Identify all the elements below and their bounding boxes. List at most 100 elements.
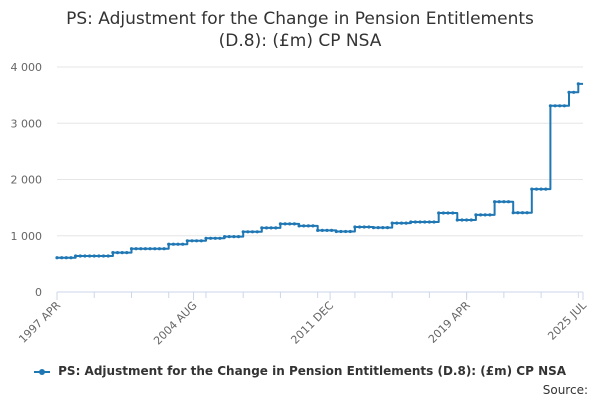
data-point [576,82,580,86]
data-point [320,228,324,232]
data-point [502,200,506,204]
data-point [227,235,231,239]
data-point [455,218,459,222]
gridlines [57,66,583,237]
series-line [57,82,583,259]
data-point [474,213,478,217]
data-point [446,211,450,215]
data-point [264,226,269,230]
data-point [283,222,287,226]
data-point [83,254,87,258]
data-point [176,242,180,246]
data-point [199,239,203,243]
data-point [488,213,492,217]
data-point [111,251,115,255]
x-tick-label: 2025 JUL [545,298,589,342]
data-point [493,200,497,204]
chart-title: PS: Adjustment for the Change in Pension… [0,8,600,52]
data-point [409,220,413,224]
data-point [376,226,380,230]
data-point [344,229,348,234]
data-point [330,228,334,232]
data-point [120,251,124,255]
data-point [101,254,106,258]
source-label: Source: [542,383,588,397]
data-point [530,187,534,191]
data-point [78,254,82,258]
data-point [558,104,562,108]
data-point [269,226,273,230]
data-point [209,236,213,240]
y-tick-label: 0 [35,286,42,299]
data-point [339,229,343,234]
data-point [399,221,404,225]
x-tick-label: 2011 DEC [288,299,336,347]
data-point [260,226,264,230]
y-tick-label: 4 000 [11,61,43,74]
data-point [520,211,525,215]
data-point [74,254,78,258]
data-point [241,230,245,234]
data-point [353,225,357,229]
data-point [572,90,576,94]
data-point [246,230,250,234]
data-point [451,211,455,215]
data-point [64,256,68,260]
data-point [544,187,548,191]
data-point [129,247,134,251]
data-point [274,226,278,230]
chart-title-line-2: (D.8): (£m) CP NSA [218,31,382,51]
data-point [278,222,282,226]
data-point [143,247,147,251]
legend-marker-icon [33,367,50,377]
y-tick-label: 1 000 [11,230,43,243]
data-point [390,221,394,225]
data-point [497,200,501,204]
data-point [106,254,110,258]
data-point [250,230,255,234]
data-point [195,239,199,243]
x-tick-label: 2019 APR [426,299,473,346]
data-point [190,239,194,243]
chart-title-line-1: PS: Adjustment for the Change in Pension… [66,9,534,29]
data-point [418,220,422,224]
data-point [469,218,473,222]
data-point [69,256,73,260]
data-point [371,226,376,230]
data-point [423,220,427,224]
data-point [181,242,185,246]
data-point [148,247,152,251]
data-point [432,220,436,224]
x-tick-label: 1997 APR [16,299,63,346]
legend[interactable]: PS: Adjustment for the Change in Pension… [0,364,600,378]
data-point [385,226,390,230]
data-point [460,218,464,222]
data-point [297,224,301,228]
data-point [479,213,483,217]
data-point [381,226,385,230]
data-point [404,221,408,225]
data-point [553,104,557,108]
data-point [255,230,259,234]
data-point [302,224,306,228]
data-point [185,239,189,243]
data-point [441,211,445,215]
legend-label: PS: Adjustment for the Change in Pension… [58,364,567,378]
data-point [115,251,120,255]
data-point [367,225,371,229]
data-point [534,187,539,191]
data-point [548,104,553,108]
data-point [334,229,338,234]
data-point [125,251,129,255]
data-point [511,211,515,215]
y-tick-label: 3 000 [11,117,43,130]
data-point [539,187,543,191]
series-layer [55,82,583,260]
data-point [223,235,227,239]
data-point [153,247,157,251]
data-point [567,90,571,94]
data-point [218,236,222,240]
data-point [306,224,310,228]
data-point [162,247,166,251]
